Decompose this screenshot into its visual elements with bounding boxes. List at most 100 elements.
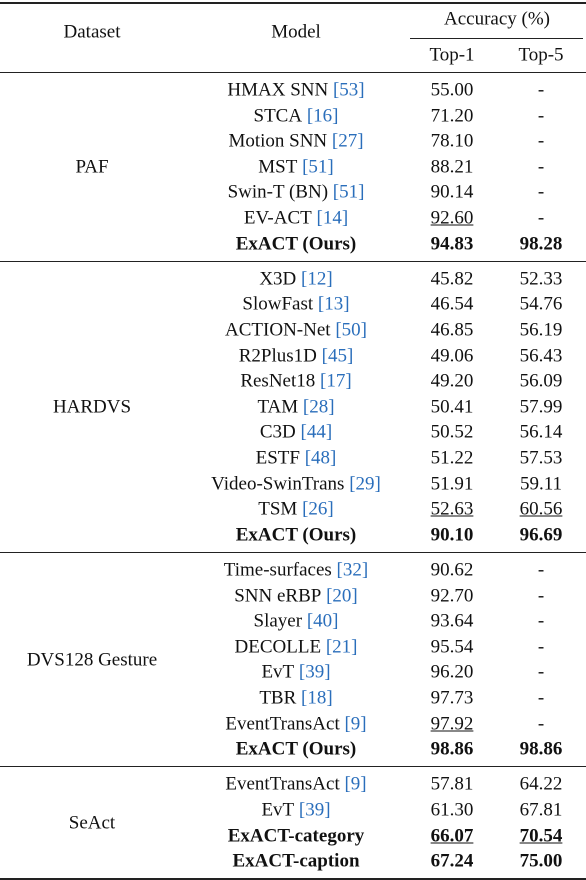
model-name: Video-SwinTrans: [211, 473, 345, 495]
model-cell: C3D [44]: [260, 423, 332, 442]
model-name: ExACT-category: [227, 825, 365, 847]
top5-cell: -: [537, 156, 545, 178]
model-cell: EventTransAct [9]: [225, 775, 366, 794]
top1-cell: 50.52: [430, 421, 474, 443]
model-cell: MST [51]: [258, 157, 333, 176]
citation: [39]: [298, 661, 331, 683]
top1-cell: 51.91: [430, 473, 474, 495]
citation: [53]: [332, 79, 365, 101]
group-rule: [0, 552, 586, 553]
top5-cell: -: [537, 713, 545, 735]
model-name: ExACT (Ours): [235, 233, 357, 255]
top5-cell: 56.09: [519, 370, 563, 392]
top5-cell: -: [537, 79, 545, 101]
top5-cell: -: [537, 130, 545, 152]
header-dataset: Dataset: [63, 21, 121, 43]
citation: [39]: [298, 799, 331, 821]
model-cell: TBR [18]: [259, 689, 332, 708]
top1-cell: 46.85: [430, 319, 474, 341]
top1-cell: 49.20: [430, 370, 474, 392]
citation: [27]: [331, 130, 364, 152]
header-model: Model: [271, 21, 321, 43]
top5-cell: 56.43: [519, 345, 563, 367]
model-name: DECOLLE: [234, 636, 322, 658]
citation: [21]: [325, 636, 358, 658]
citation: [12]: [301, 268, 333, 290]
top5-cell: 52.33: [519, 268, 563, 290]
top5-cell: 75.00: [519, 850, 563, 872]
model-cell: TAM [28]: [257, 397, 334, 416]
citation: [18]: [301, 687, 333, 709]
top1-cell: 94.83: [430, 233, 474, 255]
model-cell: TSM [26]: [258, 500, 333, 519]
model-cell: HMAX SNN [53]: [227, 81, 364, 100]
top5-cell: -: [537, 181, 545, 203]
model-name: ExACT-caption: [232, 850, 360, 872]
citation: [29]: [349, 473, 381, 495]
model-cell: ACTION-Net [50]: [225, 321, 367, 340]
top1-cell: 45.82: [430, 268, 474, 290]
model-name: TAM: [257, 396, 299, 418]
top1-cell: 90.62: [430, 559, 474, 581]
dataset-cell: DVS128 Gesture: [26, 649, 158, 671]
top5-cell: -: [537, 661, 545, 683]
citation: [17]: [320, 370, 352, 392]
model-cell: ESTF [48]: [256, 449, 337, 468]
model-cell: EventTransAct [9]: [225, 714, 366, 733]
top5-cell: 64.22: [519, 773, 563, 795]
model-cell: Time-surfaces [32]: [224, 561, 368, 580]
header-top5: Top-5: [518, 44, 564, 66]
citation: [9]: [344, 773, 367, 795]
citation: [44]: [300, 421, 333, 443]
top5-cell: 57.99: [519, 396, 563, 418]
top1-cell: 57.81: [430, 773, 474, 795]
dataset-cell: PAF: [75, 156, 109, 178]
top1-cell: 49.06: [430, 345, 474, 367]
top1-cell: 46.54: [430, 293, 474, 315]
top5-cell: 70.54: [519, 825, 563, 847]
top1-cell: 92.70: [430, 585, 474, 607]
top1-cell: 98.86: [430, 738, 474, 760]
top1-cell: 96.20: [430, 661, 474, 683]
citation: [40]: [306, 610, 339, 632]
header-rule: [0, 72, 586, 73]
model-cell: R2Plus1D [45]: [239, 346, 354, 365]
top5-cell: 98.28: [519, 233, 563, 255]
model-cell: EV-ACT [14]: [244, 209, 348, 228]
model-name: HMAX SNN: [227, 79, 329, 101]
top1-cell: 90.14: [430, 181, 474, 203]
dataset-cell: HARDVS: [52, 396, 132, 418]
model-cell: Slayer [40]: [254, 612, 339, 631]
top1-cell: 51.22: [430, 447, 474, 469]
top1-cell: 67.24: [430, 850, 474, 872]
model-cell: Swin-T (BN) [51]: [228, 183, 365, 202]
top1-cell: 93.64: [430, 610, 474, 632]
header-accuracy: Accuracy (%): [443, 8, 551, 30]
model-name: SlowFast: [242, 293, 314, 315]
top1-cell: 97.92: [430, 713, 474, 735]
dataset-cell: SeAct: [68, 812, 116, 834]
top1-cell: 78.10: [430, 130, 474, 152]
model-name: EV-ACT: [243, 207, 312, 229]
group-rule: [0, 878, 586, 880]
model-name: SNN eRBP: [234, 585, 322, 607]
model-name: EvT: [261, 661, 295, 683]
citation: [14]: [316, 207, 349, 229]
model-cell: SNN eRBP [20]: [234, 586, 358, 605]
model-name: ExACT (Ours): [235, 738, 357, 760]
top1-cell: 71.20: [430, 105, 474, 127]
citation: [13]: [317, 293, 350, 315]
model-name: Motion SNN: [228, 130, 328, 152]
top1-cell: 92.60: [430, 207, 474, 229]
model-cell: X3D [12]: [259, 269, 332, 288]
top1-cell: 88.21: [430, 156, 474, 178]
model-cell: EvT [39]: [261, 801, 330, 820]
model-cell: ExACT-caption: [232, 852, 359, 871]
model-cell: ExACT-category: [228, 826, 365, 845]
model-name: Time-surfaces: [223, 559, 332, 581]
model-name: STCA: [253, 105, 303, 127]
group-rule: [0, 766, 586, 768]
citation: [9]: [344, 713, 367, 735]
model-cell: ExACT (Ours): [236, 234, 357, 253]
